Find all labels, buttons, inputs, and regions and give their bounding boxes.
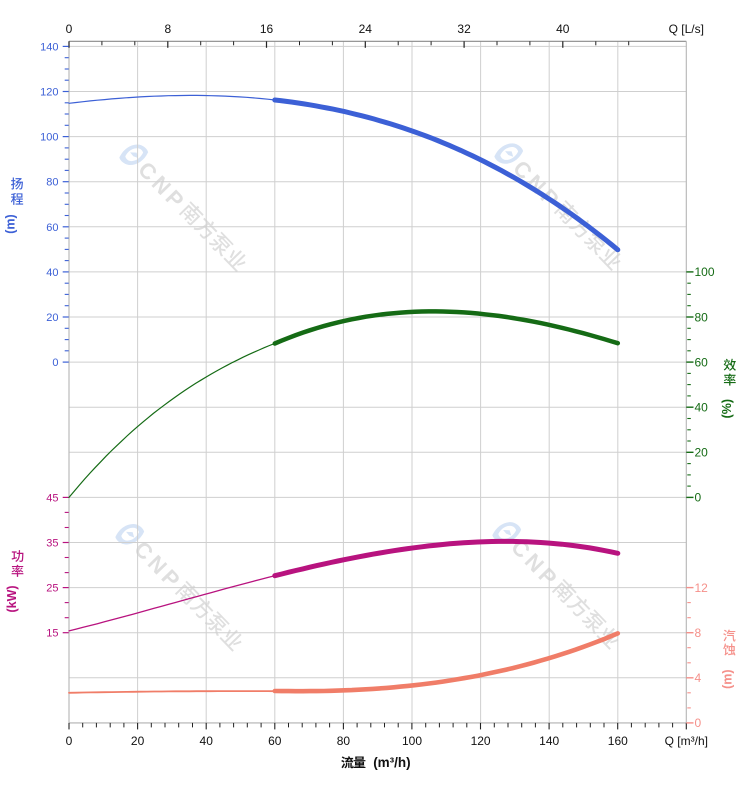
svg-text:16: 16: [260, 22, 274, 36]
svg-text:Q [m³/h]: Q [m³/h]: [665, 734, 708, 748]
svg-text:25: 25: [46, 583, 58, 595]
svg-text:4: 4: [695, 671, 702, 685]
svg-text:80: 80: [695, 310, 709, 324]
svg-text:24: 24: [359, 22, 373, 36]
svg-text:160: 160: [608, 734, 628, 748]
svg-text:0: 0: [66, 734, 73, 748]
svg-text:35: 35: [46, 538, 58, 550]
svg-text:100: 100: [695, 265, 715, 279]
svg-text:60: 60: [695, 355, 709, 369]
svg-text:40: 40: [200, 734, 214, 748]
svg-text:20: 20: [695, 446, 709, 460]
svg-text:100: 100: [40, 132, 58, 144]
svg-text:80: 80: [46, 177, 58, 189]
svg-text:(m): (m): [4, 214, 18, 233]
svg-text:140: 140: [539, 734, 559, 748]
svg-text:60: 60: [46, 222, 58, 234]
svg-text:0: 0: [66, 22, 73, 36]
svg-text:0: 0: [695, 491, 702, 505]
svg-text:(%): (%): [720, 399, 734, 418]
svg-text:0: 0: [695, 716, 702, 730]
svg-text:12: 12: [695, 581, 709, 595]
svg-text:0: 0: [52, 357, 58, 369]
svg-text:32: 32: [457, 22, 471, 36]
svg-text:20: 20: [46, 312, 58, 324]
svg-text:(kW): (kW): [5, 585, 19, 612]
svg-text:(m³/h): (m³/h): [373, 755, 411, 770]
svg-text:120: 120: [471, 734, 491, 748]
svg-text:80: 80: [337, 734, 351, 748]
svg-text:8: 8: [164, 22, 171, 36]
svg-text:140: 140: [40, 41, 58, 53]
svg-text:20: 20: [131, 734, 145, 748]
svg-text:40: 40: [695, 401, 709, 415]
svg-text:45: 45: [46, 492, 58, 504]
svg-text:15: 15: [46, 628, 58, 640]
svg-text:60: 60: [268, 734, 282, 748]
svg-text:100: 100: [402, 734, 422, 748]
svg-text:(m): (m): [721, 669, 735, 688]
svg-text:8: 8: [695, 626, 702, 640]
svg-text:Q [L/s]: Q [L/s]: [669, 22, 704, 36]
svg-text:40: 40: [46, 267, 58, 279]
svg-text:120: 120: [40, 87, 58, 99]
svg-text:40: 40: [556, 22, 570, 36]
